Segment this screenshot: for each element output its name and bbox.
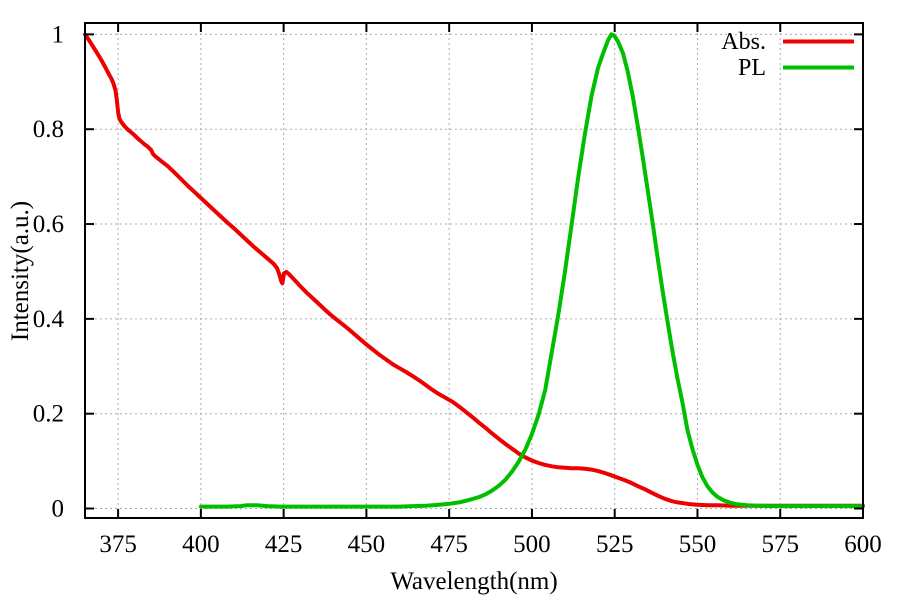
y-axis-title: Intensity(a.u.) — [7, 201, 34, 341]
y-tick-label: 0.4 — [33, 306, 65, 333]
legend-label-abs: Abs. — [721, 29, 766, 55]
x-axis-title: Wavelength(nm) — [390, 568, 557, 595]
x-tick-label: 450 — [348, 531, 386, 558]
x-tick-label: 375 — [99, 531, 137, 558]
abs-series-line — [83, 32, 865, 508]
y-tick-label: 0 — [52, 496, 65, 523]
plot-frame — [84, 22, 864, 519]
x-tick-label: 425 — [265, 531, 303, 558]
y-tick-label: 0.6 — [33, 211, 64, 238]
x-tick-label: 400 — [182, 531, 220, 558]
y-tick-label: 0.2 — [33, 401, 64, 428]
pl-series-line — [198, 32, 865, 509]
tick-labels: 375 400 425 450 475 500 525 550 575 600 0 0.2 0.4 0.6… — [33, 21, 882, 558]
x-tick-label: 600 — [844, 531, 882, 558]
x-tick-label: 525 — [596, 531, 634, 558]
x-tick-label: 550 — [679, 531, 717, 558]
legend-label-pl: PL — [738, 55, 766, 81]
x-tick-label: 475 — [430, 531, 468, 558]
y-tick-label: 0.8 — [33, 116, 64, 143]
series-lines — [83, 32, 865, 509]
x-tick-label: 575 — [761, 531, 799, 558]
legend: Abs. PL — [721, 29, 854, 81]
x-tick-label: 500 — [513, 531, 551, 558]
axis-ticks — [85, 23, 864, 518]
y-tick-label: 1 — [52, 21, 65, 48]
plot-border — [84, 22, 864, 519]
